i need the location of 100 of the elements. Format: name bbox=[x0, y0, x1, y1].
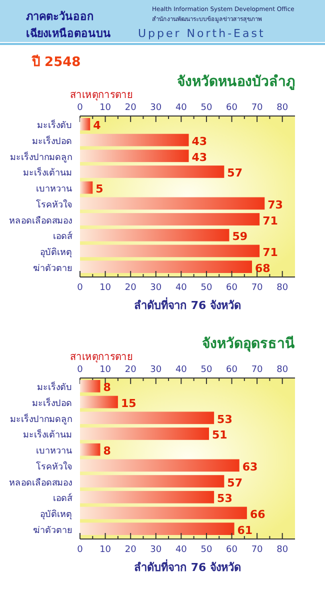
y-tick-label: โรคหัวใจ bbox=[36, 461, 72, 472]
x2-tick-label: 80 bbox=[276, 545, 288, 555]
x-tick-label: 10 bbox=[100, 365, 112, 375]
text: ภาคตะวันออก bbox=[26, 10, 94, 23]
bar bbox=[80, 459, 240, 472]
x-tick-label: 30 bbox=[150, 365, 162, 375]
y-tick-label: มะเร็งเต้านม bbox=[23, 428, 72, 441]
x2-tick-label: 70 bbox=[251, 545, 264, 555]
y-tick-label: เอดส์ bbox=[53, 230, 73, 242]
x-tick-label: 0 bbox=[77, 365, 84, 375]
x2-tick-label: 70 bbox=[251, 283, 264, 293]
data-label: 61 bbox=[237, 524, 253, 537]
x-tick-label: 20 bbox=[124, 365, 137, 375]
data-label: 5 bbox=[96, 182, 104, 196]
x2-tick-label: 20 bbox=[124, 283, 137, 293]
chart-title: จังหวัดหนองบัวลำภู bbox=[177, 74, 295, 90]
y-axis-title: สาเหตุการตาย bbox=[70, 90, 133, 101]
x-tick-label: 50 bbox=[200, 365, 212, 375]
x2-tick-label: 50 bbox=[200, 545, 212, 555]
data-label: 8 bbox=[103, 381, 111, 394]
bar bbox=[80, 213, 260, 226]
x-tick-label: 70 bbox=[251, 103, 264, 113]
bar bbox=[80, 396, 118, 408]
y-tick-label: เอดส์ bbox=[53, 492, 73, 504]
bar bbox=[80, 380, 100, 392]
bar bbox=[80, 244, 260, 258]
x2-tick-label: 40 bbox=[175, 545, 188, 555]
y-tick-label: อุบัติเหตุ bbox=[40, 246, 72, 258]
x-tick-label: 10 bbox=[100, 103, 112, 113]
x-tick-label: 0 bbox=[77, 103, 84, 113]
x-axis-title: ลำดับที่จาก 76 จังหวัด bbox=[134, 297, 241, 312]
data-label: 57 bbox=[227, 166, 242, 180]
bar bbox=[80, 412, 214, 424]
y-tick-label: หลอดเลือดสมอง bbox=[9, 477, 72, 488]
y-tick-label: โรคหัวใจ bbox=[36, 199, 72, 210]
data-label: 4 bbox=[93, 119, 102, 132]
bar bbox=[80, 490, 214, 504]
x2-tick-label: 80 bbox=[276, 283, 288, 293]
data-label: 43 bbox=[192, 135, 208, 148]
x2-tick-label: 0 bbox=[77, 545, 84, 555]
data-label: 71 bbox=[262, 214, 278, 228]
data-label: 66 bbox=[250, 508, 266, 521]
bar bbox=[80, 134, 189, 146]
y-tick-label: มะเร็งปากมดลูก bbox=[10, 412, 72, 425]
y-tick-label: มะเร็งเต้านม bbox=[23, 166, 72, 179]
data-label: 59 bbox=[232, 230, 248, 244]
data-label: 8 bbox=[103, 444, 111, 458]
y-tick-label: หลอดเลือดสมอง bbox=[9, 215, 72, 226]
x2-tick-label: 30 bbox=[150, 283, 162, 293]
y-tick-label: มะเร็งตับ bbox=[37, 118, 72, 132]
bar bbox=[80, 475, 224, 488]
y-tick-label: มะเร็งปากมดลูก bbox=[10, 150, 72, 163]
x-tick-label: 40 bbox=[175, 365, 188, 375]
y-axis-title: สาเหตุการตาย bbox=[70, 352, 133, 363]
x-tick-label: 80 bbox=[276, 365, 288, 375]
x2-tick-label: 30 bbox=[150, 545, 162, 555]
y-tick-label: อุบัติเหตุ bbox=[40, 508, 72, 520]
y-tick-label: มะเร็งปอด bbox=[32, 396, 72, 410]
x-tick-label: 40 bbox=[175, 103, 188, 113]
x-tick-label: 20 bbox=[124, 103, 137, 113]
bar bbox=[80, 181, 93, 194]
bar bbox=[80, 506, 247, 520]
y-tick-label: มะเร็งตับ bbox=[37, 380, 72, 394]
bar bbox=[80, 197, 265, 210]
x2-tick-label: 50 bbox=[200, 283, 212, 293]
text: เฉียงเหนือตอนบน bbox=[26, 27, 111, 40]
x-tick-label: 60 bbox=[226, 103, 238, 113]
y-tick-label: เบาหวาน bbox=[36, 446, 72, 457]
data-label: 15 bbox=[120, 397, 136, 410]
y-tick-label: ฆ่าตัวตาย bbox=[33, 526, 72, 536]
bar bbox=[80, 228, 230, 242]
x2-tick-label: 60 bbox=[226, 283, 238, 293]
x-tick-label: 60 bbox=[226, 365, 238, 375]
x-tick-label: 80 bbox=[276, 103, 288, 113]
bar bbox=[80, 166, 224, 178]
data-label: 53 bbox=[217, 412, 232, 426]
data-label: 68 bbox=[255, 262, 270, 275]
text: Upper North-East bbox=[138, 27, 266, 40]
bar bbox=[80, 428, 209, 440]
y-tick-label: ฆ่าตัวตาย bbox=[33, 264, 72, 274]
data-label: 57 bbox=[227, 476, 242, 490]
x2-tick-label: 0 bbox=[77, 283, 84, 293]
data-label: 63 bbox=[242, 460, 258, 474]
data-label: 71 bbox=[262, 246, 278, 259]
x-tick-label: 70 bbox=[251, 365, 264, 375]
x2-tick-label: 20 bbox=[124, 545, 137, 555]
x2-tick-label: 40 bbox=[175, 283, 188, 293]
x2-tick-label: 60 bbox=[226, 545, 238, 555]
y-tick-label: มะเร็งปอด bbox=[32, 134, 72, 148]
data-label: 43 bbox=[192, 150, 208, 164]
chart-title: จังหวัดอุดรธานี bbox=[202, 336, 295, 352]
chart-subtitle: ปี 2548 bbox=[31, 54, 81, 70]
x-tick-label: 50 bbox=[200, 103, 212, 113]
bar bbox=[80, 522, 234, 535]
bar bbox=[80, 150, 189, 162]
x-axis-title: ลำดับที่จาก 76 จังหวัด bbox=[134, 559, 241, 574]
bar bbox=[80, 443, 100, 456]
data-label: 53 bbox=[217, 492, 232, 506]
bar bbox=[80, 260, 252, 273]
bar bbox=[80, 118, 90, 130]
